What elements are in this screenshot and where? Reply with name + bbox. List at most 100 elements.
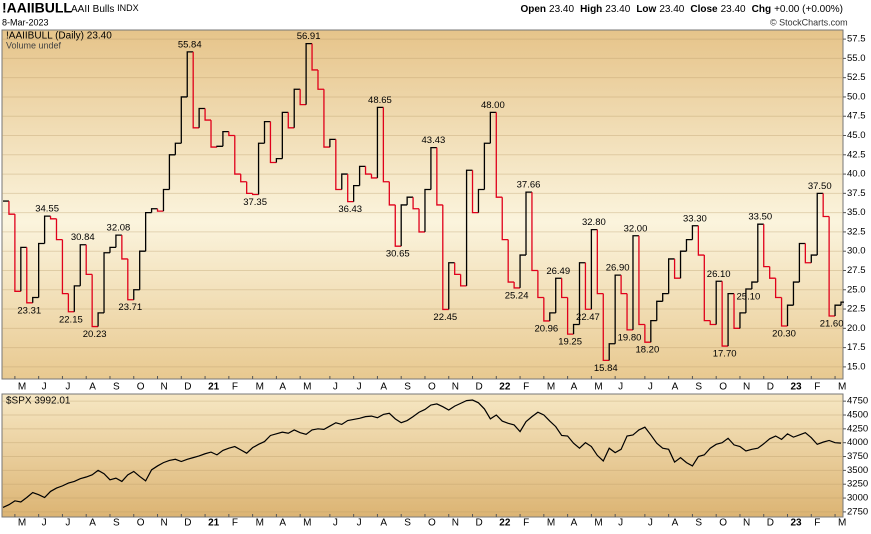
step-segment (489, 111, 497, 144)
ohlc-label: High (580, 4, 602, 15)
step-segment (192, 51, 200, 129)
step-segment (733, 293, 740, 329)
step-segment (549, 312, 556, 321)
x-tick-label: M (838, 382, 846, 393)
step-segment (67, 293, 75, 313)
step-segment (715, 280, 723, 325)
ohlc-label: Open (520, 4, 546, 15)
x-tick-label: A (380, 518, 387, 529)
step-segment (448, 262, 455, 310)
value-label: 26.10 (707, 269, 731, 280)
step-segment (685, 238, 693, 252)
x-tick-label: M (18, 518, 26, 529)
value-label: 18.20 (635, 345, 659, 356)
step-segment (513, 282, 521, 289)
value-label: 20.96 (534, 323, 558, 334)
x-tick-label: M (256, 382, 264, 393)
step-segment (121, 235, 128, 260)
value-label: 30.84 (71, 232, 95, 243)
y-tick-label: 52.5 (847, 72, 866, 83)
step-segment (240, 174, 247, 183)
x-tick-label: J (618, 518, 623, 529)
x-tick-label: A (89, 382, 96, 393)
x-tick-label: M (18, 382, 26, 393)
step-segment (358, 165, 366, 186)
step-segment (347, 174, 354, 203)
step-segment (364, 166, 372, 175)
step-segment (786, 304, 794, 327)
x-tick-label: A (672, 382, 679, 393)
value-label: 22.47 (576, 312, 600, 323)
x-tick-label: S (695, 518, 702, 529)
step-segment (263, 120, 271, 144)
x-tick-label: J (65, 518, 70, 529)
x-tick-label: S (404, 518, 411, 529)
ohlc-value: 23.40 (605, 4, 630, 15)
x-tick-label: O (137, 382, 145, 393)
x-tick-label: A (571, 518, 578, 529)
y-tick-label: 57.5 (847, 34, 866, 45)
x-tick-label: O (719, 382, 727, 393)
step-segment (382, 107, 390, 183)
ohlc-label: Low (636, 4, 656, 15)
step-segment (32, 296, 39, 303)
legend: Volume undef (6, 40, 62, 50)
x-tick-label: D (476, 382, 483, 393)
step-segment (816, 192, 824, 256)
x-tick-label: N (161, 382, 168, 393)
step-segment (578, 262, 586, 325)
x-tick-label: J (65, 382, 70, 393)
step-segment (49, 216, 57, 220)
value-label: 23.31 (17, 305, 41, 316)
ohlc-value: +0.00 (+0.00%) (774, 4, 843, 15)
y-tick-label: 2750 (847, 506, 868, 517)
step-segment (180, 96, 188, 144)
step-segment (430, 146, 437, 190)
step-segment (341, 173, 348, 190)
y-tick-label: 37.5 (847, 188, 866, 199)
step-segment (305, 43, 313, 105)
ohlc-value: 23.40 (721, 4, 746, 15)
step-segment (632, 235, 639, 330)
y-tick-label: 4750 (847, 396, 868, 407)
x-tick-label: A (380, 382, 387, 393)
x-tick-label: J (42, 518, 47, 529)
x-tick-label: D (767, 518, 774, 529)
y-tick-label: 40.0 (847, 169, 866, 180)
step-segment (174, 142, 182, 155)
x-tick-label: N (743, 518, 750, 529)
x-tick-label: 22 (499, 382, 511, 393)
step-segment (144, 211, 152, 252)
x-tick-label: N (161, 518, 168, 529)
step-segment (246, 181, 253, 195)
value-label: 34.55 (35, 204, 59, 215)
value-label: 33.50 (748, 212, 772, 223)
x-tick-label: 23 (791, 382, 803, 393)
x-tick-label: O (428, 382, 436, 393)
value-label: 56.91 (297, 31, 321, 42)
value-label: 22.45 (433, 312, 457, 323)
step-segment (822, 193, 830, 218)
x-tick-label: F (814, 382, 820, 393)
step-segment (133, 289, 140, 300)
legend: $SPX 3992.01 (6, 396, 71, 407)
step-segment (501, 197, 509, 241)
step-segment (614, 274, 622, 344)
step-segment (222, 131, 229, 147)
step-segment (73, 285, 81, 312)
legend: !AAIIBULL (Daily) 23.40 (6, 31, 112, 42)
step-segment (43, 215, 51, 244)
step-segment (590, 228, 598, 310)
x-tick-label: M (256, 518, 264, 529)
panel (1, 29, 844, 380)
value-label: 22.15 (59, 314, 83, 325)
value-label: 37.50 (808, 181, 832, 192)
step-segment (91, 274, 99, 328)
y-tick-label: 27.5 (847, 265, 866, 276)
x-tick-label: D (184, 518, 191, 529)
step-segment (424, 188, 431, 232)
step-segment (608, 343, 616, 361)
step-segment (697, 225, 705, 256)
x-tick-label: O (428, 518, 436, 529)
y-tick-label: 3500 (847, 465, 868, 476)
